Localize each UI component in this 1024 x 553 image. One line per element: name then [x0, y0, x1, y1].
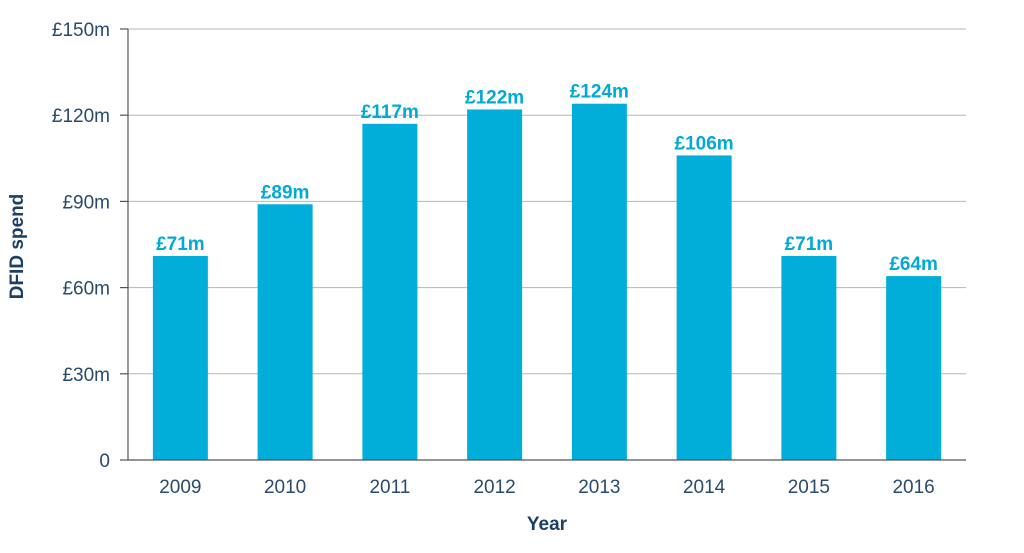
- y-tick-label: £90m: [62, 192, 110, 213]
- data-label-2010: £89m: [261, 182, 310, 203]
- y-tick-label: £30m: [62, 365, 110, 386]
- bar-2010: [257, 204, 313, 460]
- y-tick-label: £120m: [52, 106, 110, 127]
- x-tick-label-2010: 2010: [264, 477, 306, 498]
- data-label-2013: £124m: [570, 82, 629, 103]
- data-label-2015: £71m: [785, 234, 834, 255]
- x-tick-label-2013: 2013: [578, 477, 620, 498]
- x-axis-ticks: 2009 2010 2011 2012 2013 2014 2015 2016: [159, 477, 935, 498]
- y-tick-label: £150m: [52, 20, 110, 41]
- x-tick-label-2012: 2012: [473, 477, 515, 498]
- bar-2015: [781, 255, 837, 460]
- x-tick-label-2015: 2015: [788, 477, 830, 498]
- bar-2012: [467, 109, 523, 460]
- data-label-2016: £64m: [889, 254, 938, 275]
- y-axis-title: DFID spend: [7, 194, 28, 300]
- bar-2013: [571, 103, 627, 460]
- x-tick-label-2016: 2016: [892, 477, 934, 498]
- data-label-2012: £122m: [465, 87, 524, 108]
- gridlines: [128, 28, 966, 375]
- bar-2011: [362, 123, 418, 460]
- x-tick-label-2009: 2009: [159, 477, 201, 498]
- x-tick-label-2011: 2011: [369, 477, 410, 498]
- y-tick-label: £60m: [62, 279, 110, 300]
- y-axis-ticks: 0 £30m £60m £90m £120m £150m: [52, 20, 128, 472]
- data-label-2014: £106m: [675, 133, 734, 154]
- bar-2009: [152, 255, 208, 460]
- x-axis-title: Year: [527, 514, 568, 535]
- data-labels: £71m £89m £117m £122m £124m £106m £71m £64m: [156, 82, 938, 275]
- data-label-2009: £71m: [156, 234, 205, 255]
- y-tick-label: 0: [99, 451, 110, 472]
- data-label-2011: £117m: [361, 102, 419, 123]
- x-tick-label-2014: 2014: [683, 477, 726, 498]
- bar-2016: [886, 276, 942, 460]
- bar-2014: [676, 155, 732, 460]
- bars: [152, 103, 942, 460]
